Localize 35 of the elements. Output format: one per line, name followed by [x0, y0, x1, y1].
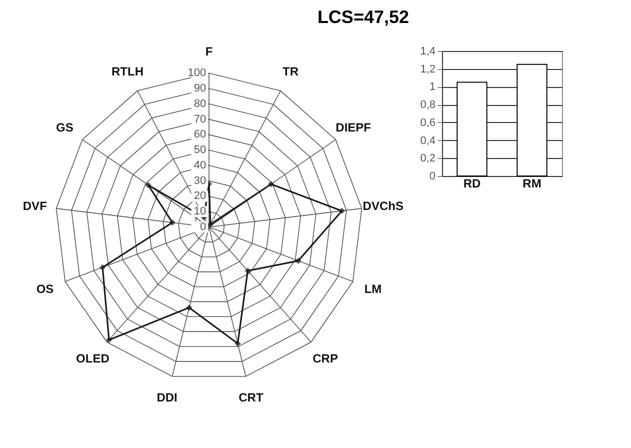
y-tick-label: 80	[194, 98, 206, 110]
y-tick-label: 1	[429, 81, 436, 94]
spoke-label: GS	[56, 120, 74, 134]
y-tick-label: 60	[194, 128, 206, 141]
spoke-label: TR	[282, 64, 299, 79]
spoke-label: F	[205, 44, 213, 59]
spoke-label: RTLH	[111, 64, 144, 79]
y-tick-label: 50	[194, 144, 206, 156]
spoke-label: CRT	[238, 390, 264, 404]
spoke-label: OS	[36, 282, 54, 296]
spoke-label: DDI	[156, 390, 178, 404]
y-tick-label: 0	[429, 170, 436, 182]
y-tick-label: 100	[188, 67, 206, 80]
y-tick-label: 90	[194, 82, 206, 95]
y-tick-label: 1,4	[420, 46, 436, 58]
y-tick-label: 40	[194, 159, 206, 172]
y-tick-label: 0,6	[420, 116, 436, 129]
chart-title: LCS=47,52	[317, 7, 409, 27]
spoke-label: LM	[364, 282, 382, 296]
spoke-label: OLED	[76, 351, 110, 366]
y-tick-label: 20	[194, 190, 206, 202]
y-tick-label: 70	[194, 113, 206, 126]
y-tick-label: 1,2	[420, 63, 436, 76]
y-tick-label: 0,4	[420, 134, 436, 147]
y-tick-label: 30	[194, 174, 206, 187]
spoke-label: DVChS	[362, 198, 404, 213]
spoke-label: CRP	[312, 351, 338, 366]
spoke-label: DIEPF	[336, 120, 372, 134]
x-tick-label: RM	[522, 176, 542, 190]
spoke-label: DVF	[22, 198, 47, 213]
y-tick-label: 10	[194, 206, 206, 218]
y-tick-label: 0,2	[420, 152, 436, 165]
x-tick-label: RD	[463, 176, 481, 190]
y-tick-label: 0	[200, 221, 206, 233]
y-tick-label: 0,8	[420, 99, 436, 112]
